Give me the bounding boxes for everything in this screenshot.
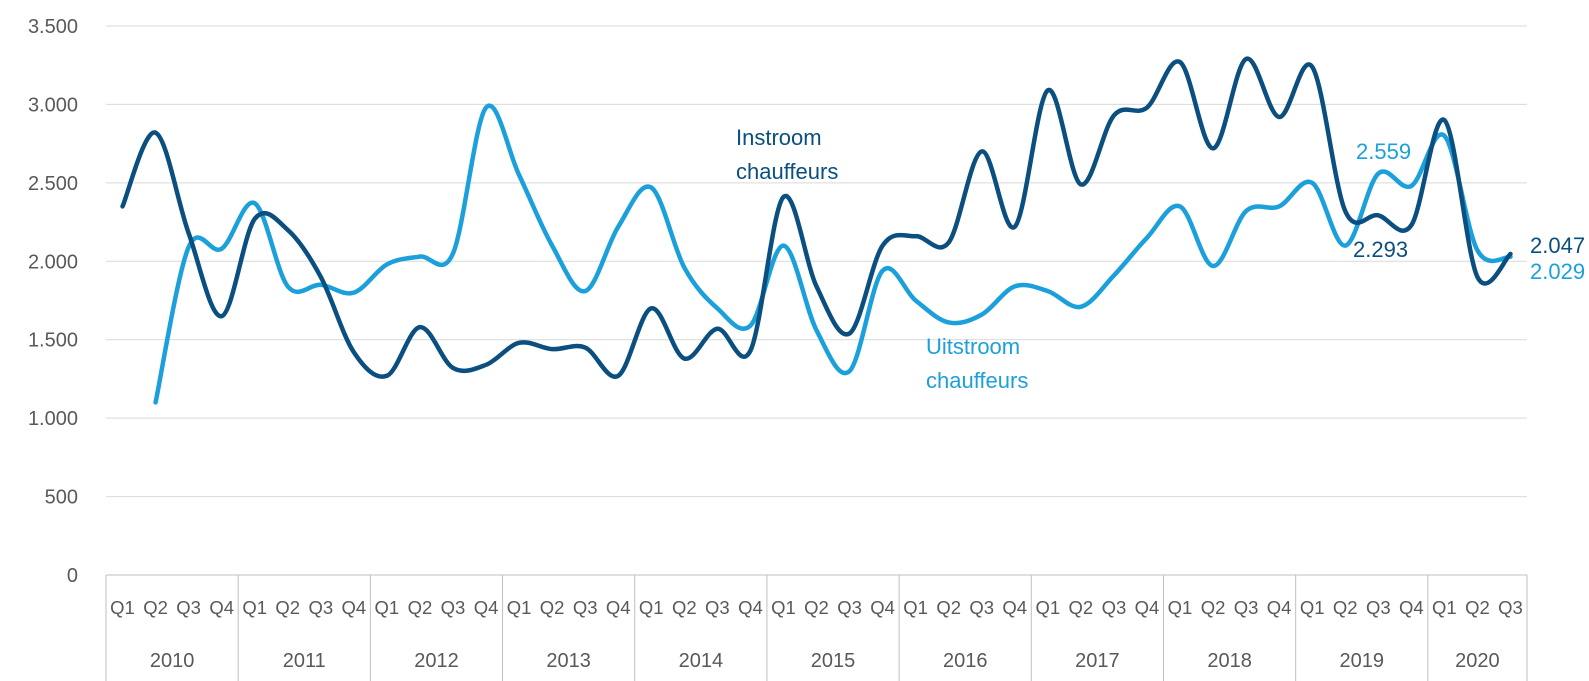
x-tick-label-quarter: Q4 bbox=[738, 597, 763, 618]
x-tick-label-quarter: Q2 bbox=[1069, 597, 1094, 618]
x-tick-label-year: 2010 bbox=[150, 650, 195, 672]
x-tick-label-quarter: Q4 bbox=[1267, 597, 1292, 618]
x-tick-label-quarter: Q3 bbox=[837, 597, 862, 618]
x-tick-label-quarter: Q2 bbox=[1201, 597, 1226, 618]
x-tick-label-quarter: Q2 bbox=[1333, 597, 1358, 618]
x-tick-label-year: 2018 bbox=[1207, 650, 1252, 672]
uitstroom-series-label-line2: chauffeurs bbox=[926, 368, 1028, 393]
annotations: Instroom chauffeurs Uitstroom chauffeurs… bbox=[736, 125, 1585, 393]
x-tick-label-year: 2013 bbox=[546, 650, 591, 672]
y-axis-ticks: 0 500 1.000 1.500 2.000 2.500 3.000 3.500 bbox=[28, 16, 78, 587]
x-tick-label-quarter: Q2 bbox=[672, 597, 697, 618]
x-tick-label-quarter: Q1 bbox=[242, 597, 267, 618]
x-tick-label-year: 2017 bbox=[1075, 650, 1120, 672]
x-tick-label-quarter: Q1 bbox=[639, 597, 664, 618]
x-tick-label-quarter: Q1 bbox=[903, 597, 928, 618]
x-tick-label-quarter: Q3 bbox=[705, 597, 730, 618]
x-tick-label-quarter: Q1 bbox=[110, 597, 135, 618]
y-tick-label: 0 bbox=[67, 565, 78, 587]
x-tick-label-quarter: Q3 bbox=[969, 597, 994, 618]
instroom-2019q3-data-label: 2.293 bbox=[1353, 237, 1408, 262]
x-tick-label-year: 2016 bbox=[943, 650, 988, 672]
y-tick-label: 3.500 bbox=[28, 16, 78, 38]
x-tick-label-quarter: Q3 bbox=[1234, 597, 1259, 618]
x-tick-label-year: 2019 bbox=[1340, 650, 1385, 672]
x-tick-label-quarter: Q1 bbox=[375, 597, 400, 618]
uitstroom-series-label-line1: Uitstroom bbox=[926, 334, 1020, 359]
x-tick-label-quarter: Q4 bbox=[1135, 597, 1160, 618]
x-tick-label-year: 2011 bbox=[283, 650, 326, 672]
x-tick-label-year: 2012 bbox=[414, 650, 459, 672]
x-tick-label-quarter: Q2 bbox=[408, 597, 433, 618]
x-tick-label-quarter: Q2 bbox=[143, 597, 168, 618]
series-lines bbox=[120, 56, 1513, 405]
y-tick-label: 1.500 bbox=[28, 330, 78, 352]
x-tick-label-quarter: Q1 bbox=[1035, 597, 1060, 618]
x-tick-label-year: 2015 bbox=[811, 650, 856, 672]
x-tick-label-quarter: Q4 bbox=[474, 597, 499, 618]
y-tick-label: 1.000 bbox=[28, 408, 78, 430]
y-tick-label: 3.000 bbox=[28, 94, 78, 116]
x-tick-label-quarter: Q4 bbox=[1399, 597, 1424, 618]
instroom-last-data-label: 2.047 bbox=[1530, 233, 1585, 258]
y-tick-label: 2.500 bbox=[28, 173, 78, 195]
x-tick-label-quarter: Q1 bbox=[507, 597, 532, 618]
x-tick-label-quarter: Q3 bbox=[1366, 597, 1391, 618]
x-tick-label-quarter: Q4 bbox=[1002, 597, 1027, 618]
x-tick-label-quarter: Q2 bbox=[936, 597, 961, 618]
x-tick-label-quarter: Q2 bbox=[540, 597, 565, 618]
x-tick-label-quarter: Q3 bbox=[573, 597, 598, 618]
x-axis: Q1 Q2 Q3 Q4 Q1 Q2 Q3 Q4 Q1 Q2 Q3 Q4 Q1 Q2 Q3 Q4 Q1 Q2 Q3 Q4… bbox=[105, 574, 1528, 681]
x-tick-label-quarter: Q1 bbox=[1168, 597, 1193, 618]
y-tick-label: 500 bbox=[45, 487, 78, 509]
x-tick-label-quarter: Q3 bbox=[1498, 597, 1523, 618]
x-tick-label-quarter: Q3 bbox=[1102, 597, 1127, 618]
x-tick-label-quarter: Q3 bbox=[441, 597, 466, 618]
x-tick-label-quarter: Q1 bbox=[1300, 597, 1325, 618]
x-tick-label-year: 2020 bbox=[1455, 650, 1500, 672]
instroom-series-label-line2: chauffeurs bbox=[736, 159, 838, 184]
x-tick-label-quarter: Q1 bbox=[1432, 597, 1457, 618]
x-tick-label-quarter: Q2 bbox=[804, 597, 829, 618]
y-tick-label: 2.000 bbox=[28, 251, 78, 273]
series-line-uitstroom-chauffeurs bbox=[153, 103, 1513, 405]
instroom-series-label-line1: Instroom bbox=[736, 125, 822, 150]
uitstroom-2019q3-data-label: 2.559 bbox=[1356, 139, 1411, 164]
x-tick-label-quarter: Q4 bbox=[606, 597, 631, 618]
x-tick-label-quarter: Q4 bbox=[209, 597, 234, 618]
x-tick-label-quarter: Q3 bbox=[176, 597, 201, 618]
gridlines bbox=[106, 25, 1527, 498]
x-tick-label-year: 2014 bbox=[679, 650, 724, 672]
uitstroom-last-data-label: 2.029 bbox=[1530, 259, 1585, 284]
x-tick-label-quarter: Q4 bbox=[870, 597, 895, 618]
x-tick-label-quarter: Q2 bbox=[1465, 597, 1490, 618]
x-tick-label-quarter: Q3 bbox=[308, 597, 333, 618]
series-line-instroom-chauffeurs bbox=[120, 56, 1513, 379]
x-tick-label-quarter: Q2 bbox=[275, 597, 300, 618]
x-tick-label-quarter: Q1 bbox=[771, 597, 796, 618]
x-tick-label-quarter: Q4 bbox=[342, 597, 367, 618]
